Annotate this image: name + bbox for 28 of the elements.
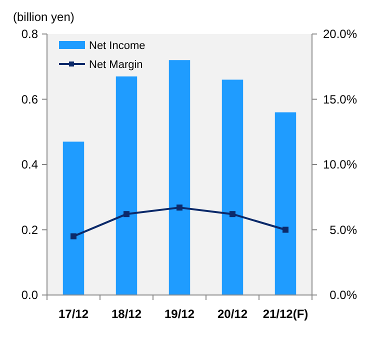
y2-tick-label: 10.0%: [322, 158, 358, 172]
x-tick-label: 21/12(F): [262, 307, 308, 321]
bar: [274, 112, 296, 295]
y-axis-title: (billion yen): [13, 10, 74, 24]
x-tick-label: 19/12: [164, 307, 195, 321]
y-tick-label: 0.8: [21, 27, 38, 42]
y2-tick-label: 5.0%: [330, 222, 358, 237]
x-tick-label: 18/12: [111, 307, 142, 321]
y-tick-label: 0.4: [21, 158, 38, 172]
point: [282, 226, 288, 233]
point: [124, 211, 130, 218]
y2-tick-label: 15.0%: [322, 92, 358, 106]
bar: [222, 80, 244, 295]
bar: [62, 142, 84, 295]
legend-label: Net Income: [89, 40, 146, 52]
x-tick-label: 17/12: [58, 307, 89, 321]
legend-label: Net Margin: [89, 58, 143, 71]
point: [230, 211, 236, 218]
bar: [168, 60, 190, 295]
x-tick-label: 20/12: [217, 307, 248, 321]
y-tick-label: 0.6: [21, 92, 38, 106]
y-tick-label: 0.0: [21, 288, 38, 302]
bar: [116, 76, 138, 295]
point: [70, 233, 76, 240]
y-tick-label: 0.2: [21, 222, 38, 237]
y2-tick-label: 20.0%: [322, 27, 358, 42]
point: [176, 204, 182, 211]
y2-tick-label: 0.0%: [330, 288, 358, 302]
